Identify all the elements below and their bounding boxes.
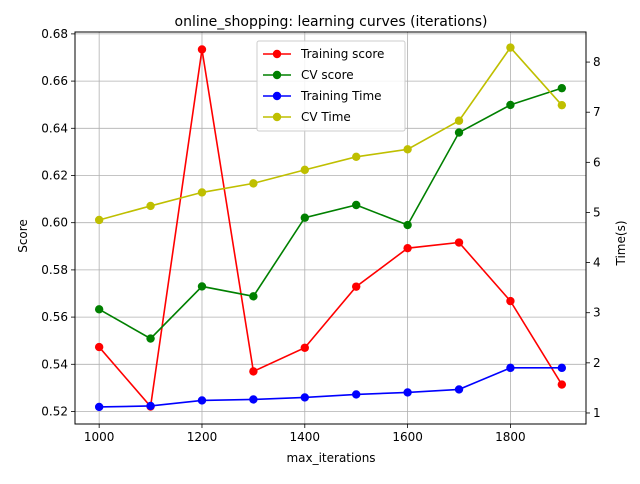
data-point xyxy=(352,390,361,399)
data-point xyxy=(146,201,155,211)
data-point xyxy=(403,243,412,253)
data-point xyxy=(197,282,207,291)
legend-label: Training Time xyxy=(300,89,382,103)
data-point xyxy=(506,43,515,52)
data-point xyxy=(197,396,207,405)
y2-tick-label: 3 xyxy=(593,306,601,320)
plot-frame xyxy=(74,31,587,425)
legend-box xyxy=(256,40,406,132)
data-point xyxy=(557,363,567,373)
data-point xyxy=(403,145,412,154)
x-tick-label: 1200 xyxy=(187,430,218,444)
y2-tick-label: 7 xyxy=(593,105,601,119)
data-point xyxy=(352,152,361,162)
data-point xyxy=(506,296,515,306)
data-point xyxy=(300,165,309,175)
data-point xyxy=(403,220,412,230)
chart-title: online_shopping: learning curves (iterat… xyxy=(175,14,488,30)
y2-tick-label: 2 xyxy=(593,356,601,370)
data-point xyxy=(403,388,412,397)
x-tick-label: 1600 xyxy=(392,430,423,444)
x-tick-label: 1000 xyxy=(84,430,115,444)
data-point xyxy=(249,179,258,188)
legend-marker xyxy=(272,112,282,122)
y-tick-label: 0.54 xyxy=(41,357,68,371)
y-tick-label: 0.56 xyxy=(41,310,68,324)
legend-label: Training score xyxy=(300,47,384,61)
data-point xyxy=(249,395,258,404)
y-tick-label: 0.60 xyxy=(41,216,68,230)
data-point xyxy=(94,305,104,314)
data-point xyxy=(249,292,258,301)
data-point xyxy=(557,100,567,110)
x-axis-label: max_iterations xyxy=(286,451,375,465)
data-point xyxy=(300,213,309,222)
series-line-3 xyxy=(98,46,563,221)
x-tick-label: 1800 xyxy=(495,430,526,444)
data-point xyxy=(506,363,515,373)
data-point xyxy=(300,343,309,352)
x-tick-label: 1400 xyxy=(290,430,321,444)
axes: 1000 1200 1400 1600 1800 0.52 0.54 0.56 0.58 0.60… xyxy=(41,27,600,444)
legend-marker xyxy=(272,70,282,80)
data-point xyxy=(352,200,361,210)
data-point xyxy=(94,215,104,225)
data-point xyxy=(146,334,155,343)
y-tick-label: 0.52 xyxy=(41,404,68,418)
data-point xyxy=(454,385,464,394)
data-point xyxy=(94,402,104,412)
y2-tick-label: 6 xyxy=(593,155,601,169)
data-point xyxy=(454,238,464,247)
legend-label: CV score xyxy=(301,68,354,82)
data-point xyxy=(300,393,309,402)
y2-tick-label: 1 xyxy=(593,406,601,420)
y2-tick-label: 5 xyxy=(593,205,601,219)
series-line-0 xyxy=(98,49,563,409)
y2-axis-label: Time(s) xyxy=(614,221,628,267)
y-tick-label: 0.64 xyxy=(41,121,68,135)
data-point xyxy=(94,342,104,352)
legend-marker xyxy=(272,49,282,59)
data-point xyxy=(352,282,361,291)
data-point xyxy=(557,83,567,93)
legend-label: CV Time xyxy=(301,110,351,124)
series-layer xyxy=(94,43,567,412)
data-point xyxy=(197,45,207,54)
data-point xyxy=(506,100,515,110)
legend: Training score CV score Training Time CV Ti… xyxy=(256,40,406,132)
series-line-1 xyxy=(98,87,563,340)
y2-tick-label: 8 xyxy=(593,55,601,69)
series-line-2 xyxy=(99,367,562,408)
y-tick-label: 0.62 xyxy=(41,168,68,182)
data-point xyxy=(454,128,464,137)
data-point xyxy=(454,116,464,125)
y-axis-label: Score xyxy=(16,219,30,253)
data-point xyxy=(249,367,258,376)
data-point xyxy=(197,188,207,197)
legend-marker xyxy=(272,91,282,101)
data-point xyxy=(557,380,567,389)
y-tick-label: 0.68 xyxy=(41,27,68,41)
y-tick-label: 0.58 xyxy=(41,263,68,277)
y2-tick-label: 4 xyxy=(593,256,601,270)
data-point xyxy=(146,401,155,411)
y-tick-label: 0.66 xyxy=(41,74,68,88)
